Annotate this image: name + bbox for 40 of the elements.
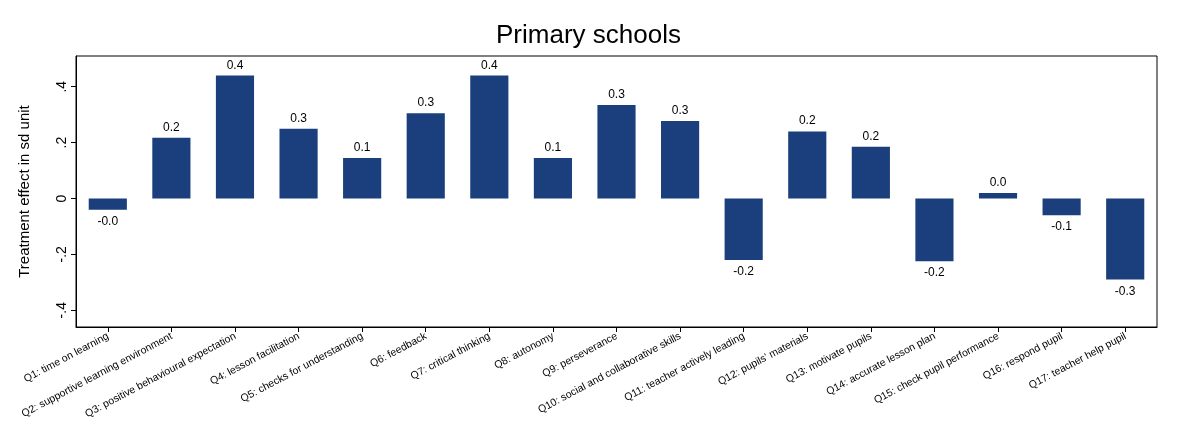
bar [1106,198,1145,280]
chart-title: Primary schools [496,19,681,49]
bar [597,104,636,199]
data-label: -0.0 [97,213,119,228]
data-label: 0.0 [989,174,1007,189]
y-tick-label: .4 [53,80,69,93]
bar [406,113,445,199]
bar [470,75,509,199]
data-label: -0.2 [924,265,946,280]
data-label: 0.2 [862,128,880,143]
bar [343,157,382,199]
bar [533,157,572,199]
bar [1042,198,1081,216]
data-label: -0.2 [733,263,755,278]
data-label: 0.3 [671,103,689,118]
y-tick-label: 0 [53,194,69,203]
data-label: 0.1 [544,139,562,154]
bar [788,131,827,199]
data-label: 0.1 [353,139,371,154]
y-tick-label: -.2 [53,245,69,263]
data-label: 0.3 [290,110,308,125]
data-label: 0.3 [417,95,435,110]
data-label: -0.1 [1051,219,1073,234]
data-label: 0.4 [480,57,498,72]
data-label: 0.2 [798,113,816,128]
data-label: 0.4 [226,57,244,72]
bar [724,198,763,260]
y-tick-label: -.4 [53,301,69,319]
y-tick-label: .2 [53,136,69,149]
bar [851,146,890,199]
bar [88,198,127,210]
data-label: 0.3 [608,86,626,101]
bar [915,198,954,262]
bar [279,128,318,199]
y-axis-title: Treatment effect in sd unit [15,104,32,278]
bar [661,121,700,199]
data-label: -0.3 [1114,283,1136,298]
bar [152,137,191,199]
bar [215,75,255,199]
data-label: 0.2 [163,119,181,134]
